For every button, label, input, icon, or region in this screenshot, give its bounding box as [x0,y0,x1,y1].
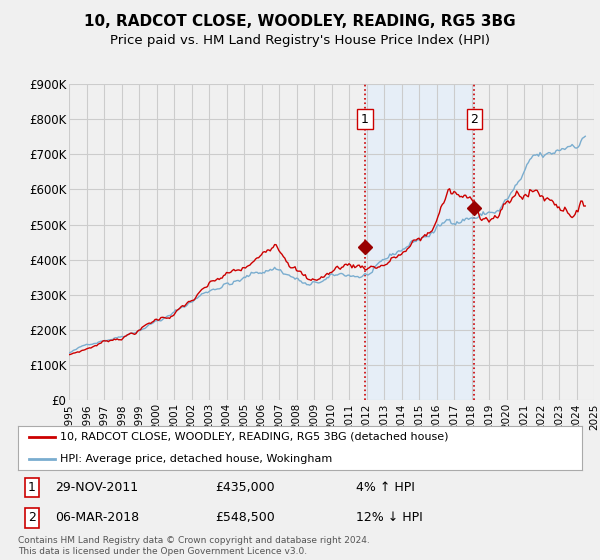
Text: 10, RADCOT CLOSE, WOODLEY, READING, RG5 3BG (detached house): 10, RADCOT CLOSE, WOODLEY, READING, RG5 … [60,432,449,442]
Text: 10, RADCOT CLOSE, WOODLEY, READING, RG5 3BG: 10, RADCOT CLOSE, WOODLEY, READING, RG5 … [84,14,516,29]
Text: £548,500: £548,500 [215,511,275,524]
Text: 1: 1 [28,481,36,494]
Text: 2: 2 [28,511,36,524]
Text: 06-MAR-2018: 06-MAR-2018 [55,511,139,524]
Bar [365,84,475,400]
Text: 2: 2 [470,113,478,125]
Text: 4% ↑ HPI: 4% ↑ HPI [356,481,415,494]
Text: Contains HM Land Registry data © Crown copyright and database right 2024.
This d: Contains HM Land Registry data © Crown c… [18,536,370,556]
Text: 12% ↓ HPI: 12% ↓ HPI [356,511,423,524]
Text: HPI: Average price, detached house, Wokingham: HPI: Average price, detached house, Woki… [60,454,332,464]
Text: 1: 1 [361,113,369,125]
Text: £435,000: £435,000 [215,481,275,494]
Text: 29-NOV-2011: 29-NOV-2011 [55,481,138,494]
Text: Price paid vs. HM Land Registry's House Price Index (HPI): Price paid vs. HM Land Registry's House … [110,34,490,46]
